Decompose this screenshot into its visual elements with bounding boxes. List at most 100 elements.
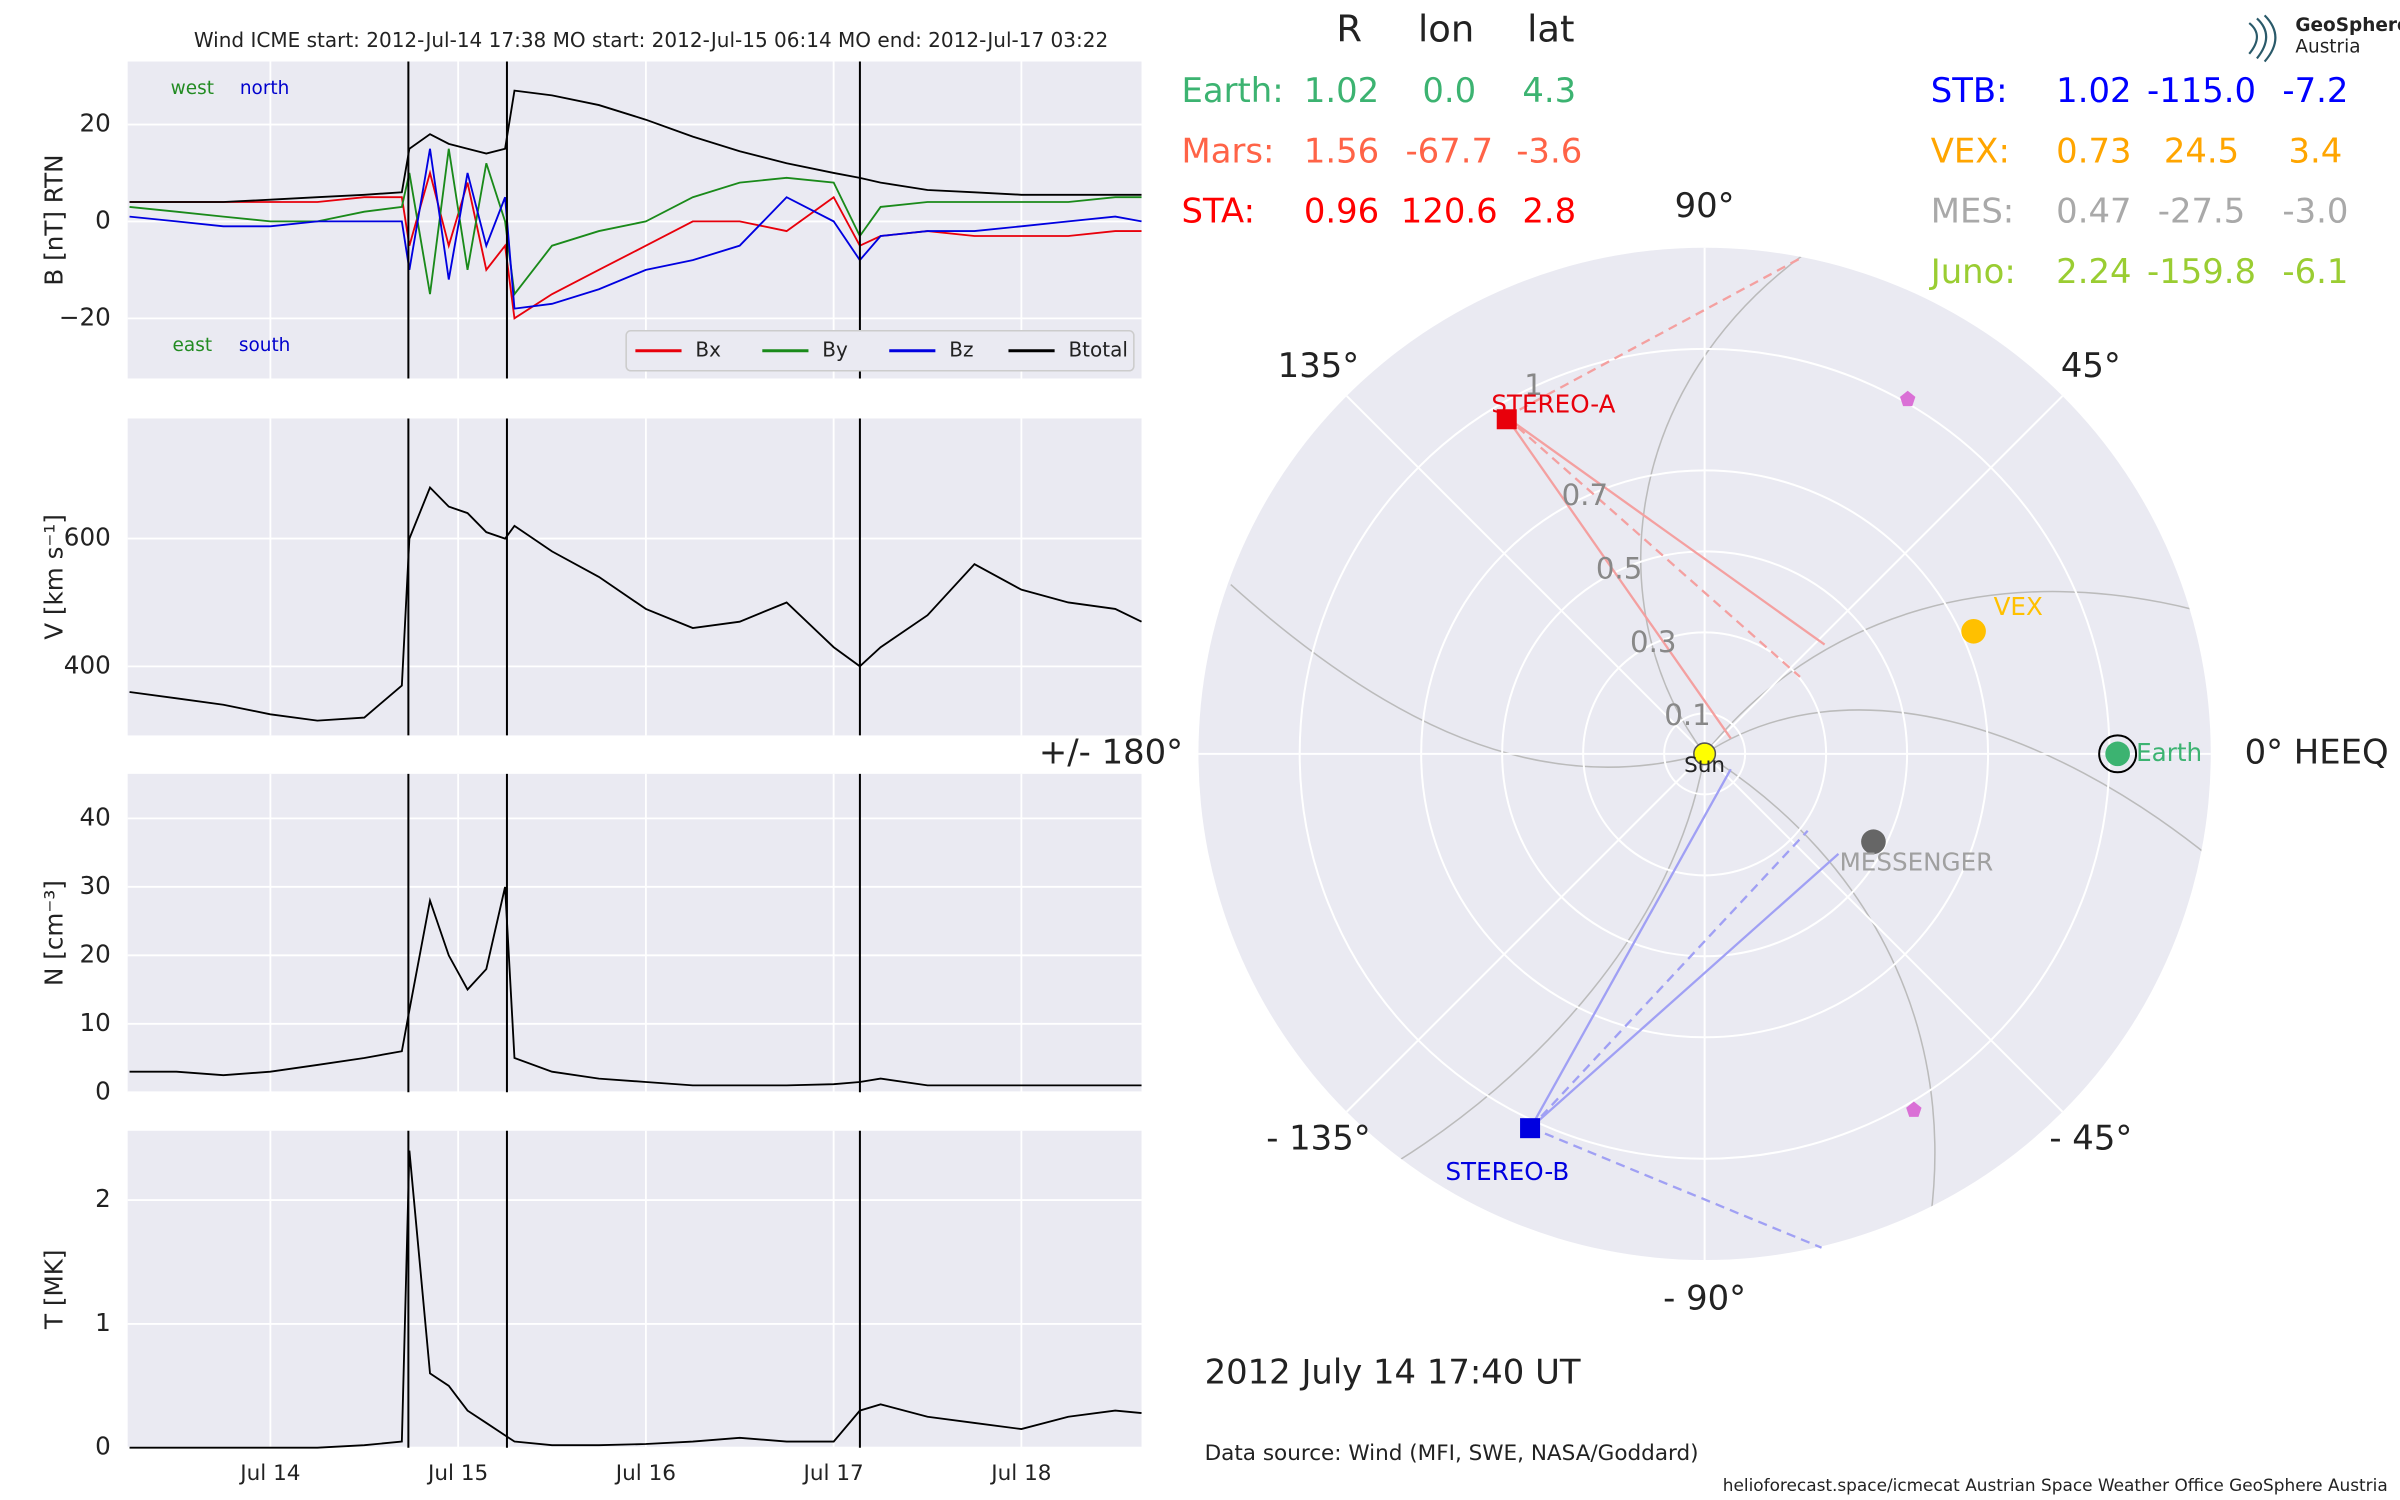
legend-label: Btotal	[1068, 337, 1127, 361]
r-tick-label: 0.3	[1630, 625, 1676, 659]
spiral	[1640, 247, 1816, 755]
y-tick-label: 600	[64, 523, 111, 552]
plot-area	[127, 773, 1142, 1093]
body-marker	[2105, 741, 2130, 767]
y-tick-label: 0	[95, 1432, 111, 1461]
table-row-name: Mars:	[1182, 131, 1275, 170]
x-tick-label: Jul 17	[802, 1461, 864, 1486]
y-tick-label: −20	[59, 302, 111, 331]
y-axis-label: N [cm⁻³]	[39, 880, 68, 986]
fov-line	[1505, 416, 1801, 678]
plot-area	[127, 418, 1142, 736]
table-cell: 0.0	[1422, 71, 1476, 110]
x-tick-label: Jul 16	[614, 1461, 676, 1486]
table-cell: 1.02	[1304, 71, 1379, 110]
table-cell: 2.8	[1522, 192, 1576, 231]
body-label: STEREO-B	[1445, 1157, 1569, 1186]
fov-line	[1505, 257, 1801, 418]
y-axis-label: B [nT] RTN	[39, 154, 68, 285]
r-tick-label: 0.5	[1596, 551, 1642, 585]
annotation: north	[240, 78, 290, 99]
table-header: lat	[1527, 7, 1574, 50]
theta-label: - 90°	[1663, 1279, 1746, 1318]
table-cell: -3.0	[2282, 192, 2348, 231]
table-cell: 0.96	[1304, 192, 1379, 231]
y-tick-label: 40	[79, 802, 110, 831]
table-cell: -115.0	[2147, 71, 2256, 110]
table-row-name: STA:	[1182, 192, 1255, 231]
y-tick-label: 30	[79, 871, 110, 900]
y-axis-label: V [km s⁻¹]	[39, 514, 68, 640]
annotation: south	[239, 335, 291, 356]
x-tick-label: Jul 15	[426, 1461, 488, 1486]
table-cell: -159.8	[2147, 252, 2256, 291]
spiral	[1230, 584, 1705, 768]
table-cell: -7.2	[2282, 71, 2348, 110]
spiral	[1704, 709, 2211, 863]
legend-box	[625, 330, 1135, 372]
x-tick-label: Jul 14	[238, 1461, 300, 1486]
data-line	[129, 148, 1142, 310]
fov-line	[1530, 852, 1840, 1129]
body-label: STEREO-A	[1491, 389, 1615, 418]
logo-icon	[2248, 14, 2277, 63]
table-cell: 120.6	[1401, 192, 1498, 231]
data-line	[129, 485, 1142, 722]
grid-spoke	[1703, 753, 2064, 1113]
footer: helioforecast.space/icmecat Austrian Spa…	[1723, 1475, 2388, 1495]
table-row-name: STB:	[1931, 71, 2008, 110]
grid-spoke	[1703, 395, 2064, 755]
logo-text: GeoSphere	[2295, 15, 2400, 36]
y-tick-label: 0	[95, 205, 111, 234]
fov-line	[1529, 768, 1732, 1129]
y-tick-label: 400	[64, 650, 111, 679]
fov-line	[1505, 415, 1826, 646]
logo-text: Austria	[2295, 37, 2360, 58]
table-cell: 2.24	[2056, 252, 2131, 291]
theta-label: - 135°	[1266, 1119, 1370, 1158]
spiral	[1384, 753, 1706, 1170]
table-cell: -6.1	[2282, 252, 2348, 291]
body-marker	[1961, 618, 1986, 644]
body-label: Earth	[2136, 738, 2202, 767]
annotation: east	[173, 335, 213, 356]
legend-label: Bz	[949, 337, 973, 361]
data-line	[129, 148, 1142, 297]
y-tick-label: 20	[79, 939, 110, 968]
sun	[1693, 742, 1717, 766]
table-row-name: Earth:	[1182, 71, 1284, 110]
body-label: MESSENGER	[1840, 847, 1994, 876]
theta-label: 135°	[1278, 346, 1359, 385]
table-cell: -3.6	[1516, 131, 1582, 170]
theta-label: 0° HEEQ	[2245, 732, 2389, 771]
spacecraft-marker	[1906, 1101, 1922, 1117]
table-cell: 0.73	[2056, 131, 2131, 170]
table-row-name: MES:	[1931, 192, 2014, 231]
theta-label: 90°	[1675, 186, 1735, 225]
spacecraft-marker	[1900, 390, 1916, 407]
plot-area	[127, 61, 1142, 379]
legend-label: Bx	[695, 337, 721, 361]
table-cell: 4.3	[1522, 71, 1576, 110]
data-source: Data source: Wind (MFI, SWE, NASA/Goddar…	[1205, 1441, 1699, 1466]
y-tick-label: 10	[79, 1008, 110, 1037]
table-cell: -27.5	[2158, 192, 2246, 231]
table-header: R	[1336, 7, 1362, 50]
chart-title: Wind ICME start: 2012-Jul-14 17:38 MO st…	[194, 28, 1108, 52]
theta-label: - 45°	[2049, 1119, 2132, 1158]
body-marker	[1861, 829, 1886, 855]
table-cell: 1.56	[1304, 131, 1379, 170]
theta-label: +/- 180°	[1039, 732, 1183, 771]
body-marker	[1520, 1118, 1541, 1139]
body-ring	[2098, 734, 2138, 774]
data-line	[129, 169, 1142, 320]
timestamp: 2012 July 14 17:40 UT	[1205, 1352, 1581, 1391]
parker-spirals	[1230, 247, 2211, 1260]
y-tick-label: 1	[95, 1308, 111, 1337]
y-axis-label: T [MK]	[39, 1250, 68, 1330]
table-cell: 1.02	[2056, 71, 2131, 110]
body-marker	[1496, 409, 1517, 430]
theta-label: 45°	[2061, 346, 2121, 385]
